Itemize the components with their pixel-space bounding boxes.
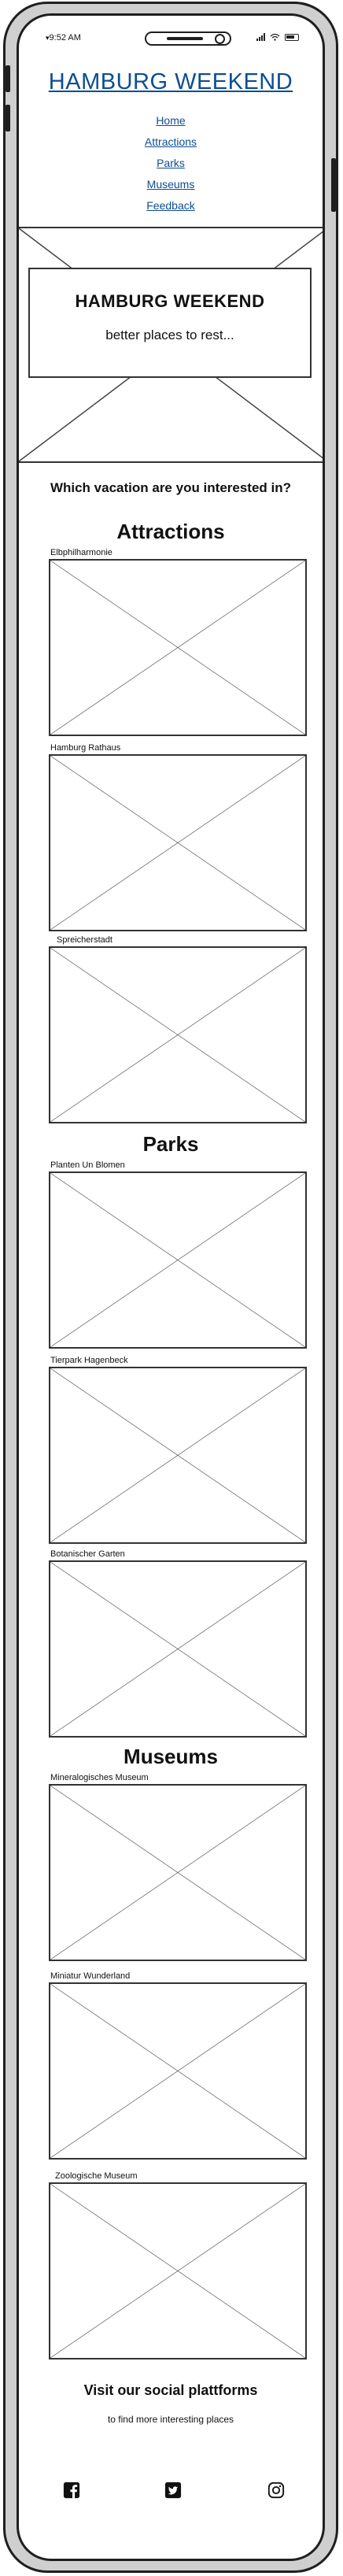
card-label: Mineralogisches Museum <box>50 1773 149 1782</box>
cellular-signal-icon <box>256 33 265 41</box>
hero-title: HAMBURG WEEKEND <box>75 291 265 311</box>
status-icons <box>256 33 299 41</box>
hero-banner: HAMBURG WEEKEND better places to rest... <box>19 227 323 463</box>
status-time-text: 9:52 AM <box>49 33 81 43</box>
section-title-parks: Parks <box>142 1132 199 1156</box>
site-title-link[interactable]: HAMBURG WEEKEND <box>48 69 293 94</box>
section-title-museums: Museums <box>124 1745 218 1768</box>
card-image-placeholder[interactable] <box>49 2182 307 2359</box>
card-image-placeholder[interactable] <box>49 1367 307 1544</box>
card-label: Zoologische Museum <box>55 2171 138 2181</box>
nav-home-link[interactable]: Home <box>156 114 186 127</box>
card-label: Planten Un Blomen <box>50 1160 125 1170</box>
card-label: Tierpark Hagenbeck <box>50 1356 128 1365</box>
section-title-attractions: Attractions <box>116 520 225 543</box>
status-time: ▾9:52 AM <box>46 33 81 43</box>
status-signal-glyph: ▾ <box>46 34 50 42</box>
facebook-icon[interactable] <box>63 2482 80 2499</box>
card-image-placeholder[interactable] <box>49 559 307 736</box>
nav-attractions-link[interactable]: Attractions <box>144 135 197 148</box>
card-label: Hamburg Rathaus <box>50 743 121 753</box>
card-image-placeholder[interactable] <box>49 1171 307 1349</box>
card-label: Spreicherstadt <box>57 935 112 945</box>
camera-icon <box>215 34 225 44</box>
hero-subtitle: better places to rest... <box>105 328 234 342</box>
card-image-placeholder[interactable] <box>49 1784 307 1961</box>
power-button <box>331 158 336 212</box>
card-label: Botanischer Garten <box>50 1549 125 1559</box>
battery-icon <box>285 34 299 41</box>
phone-screen: ▾9:52 AM HAMBURG WEEKEND Home Attraction… <box>17 13 325 2561</box>
wifi-icon <box>270 33 280 41</box>
instagram-icon[interactable] <box>267 2482 285 2499</box>
volume-up-button <box>6 65 10 92</box>
status-bar: ▾9:52 AM <box>19 16 323 57</box>
nav-parks-link[interactable]: Parks <box>157 157 185 169</box>
volume-down-button <box>6 105 10 131</box>
speaker-icon <box>167 37 203 40</box>
phone-frame: ▾9:52 AM HAMBURG WEEKEND Home Attraction… <box>3 2 338 2573</box>
card-image-placeholder[interactable] <box>49 754 307 931</box>
card-label: Elbphilharmonie <box>50 548 112 557</box>
nav-feedback-link[interactable]: Feedback <box>146 199 195 212</box>
nav-museums-link[interactable]: Museums <box>146 178 195 191</box>
hero-text-box: HAMBURG WEEKEND better places to rest... <box>28 268 312 378</box>
card-image-placeholder[interactable] <box>49 946 307 1123</box>
main-nav: Home Attractions Parks Museums Feedback <box>19 115 323 221</box>
twitter-icon[interactable] <box>164 2482 182 2499</box>
card-image-placeholder[interactable] <box>49 1560 307 1738</box>
vacation-question: Which vacation are you interested in? <box>50 480 292 495</box>
card-image-placeholder[interactable] <box>49 1982 307 2160</box>
footer-title: Visit our social plattforms <box>83 2382 258 2398</box>
card-label: Miniatur Wunderland <box>50 1971 131 1981</box>
footer-subtitle: to find more interesting places <box>107 2414 234 2425</box>
